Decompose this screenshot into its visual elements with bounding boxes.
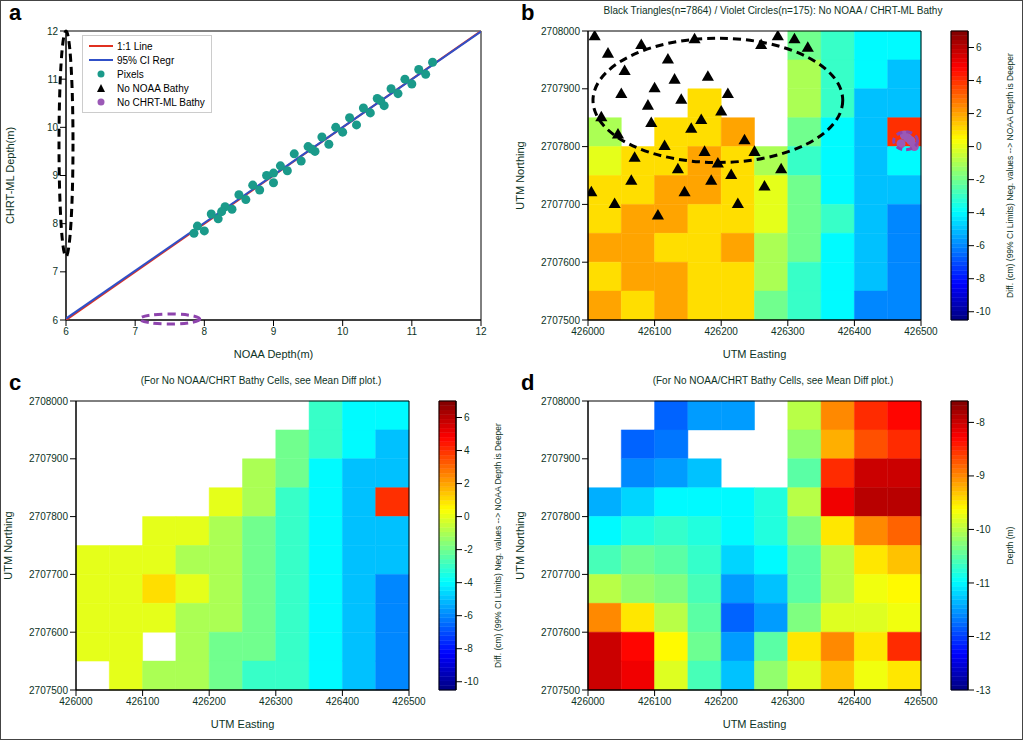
svg-text:12: 12 xyxy=(475,326,487,337)
svg-text:NOAA Depth(m): NOAA Depth(m) xyxy=(234,348,313,360)
svg-text:11: 11 xyxy=(48,74,59,85)
svg-text:2707800: 2707800 xyxy=(29,511,68,522)
html-text:Black Triangles(n=7864) / Viol: Black Triangles(n=7864) / Violet Circles… xyxy=(603,5,943,16)
svg-text:8: 8 xyxy=(52,218,58,229)
html-text:No CHRT-ML Bathy: No CHRT-ML Bathy xyxy=(117,96,205,108)
html-text:c: c xyxy=(9,370,22,395)
html-text:a: a xyxy=(9,0,22,25)
svg-text:-10: -10 xyxy=(976,306,991,317)
svg-text:UTM Northing: UTM Northing xyxy=(514,511,526,579)
svg-text:426300: 426300 xyxy=(771,326,805,337)
svg-text:2707600: 2707600 xyxy=(541,627,580,638)
svg-text:12: 12 xyxy=(47,26,59,37)
svg-text:6: 6 xyxy=(52,315,58,326)
svg-text:2707500: 2707500 xyxy=(541,685,580,696)
svg-text:0: 0 xyxy=(976,141,982,152)
svg-text:Diff. (cm) (99% CI Limits) Ne: Diff. (cm) (99% CI Limits) Neg. values -… xyxy=(1005,53,1015,298)
svg-text:2: 2 xyxy=(464,478,470,489)
html-text:No NOAA Bathy: No NOAA Bathy xyxy=(117,82,189,94)
svg-text:2707500: 2707500 xyxy=(541,315,580,326)
svg-text:2707900: 2707900 xyxy=(541,83,580,94)
html-text:95% CI Regr: 95% CI Regr xyxy=(117,54,175,66)
svg-text:2707800: 2707800 xyxy=(541,511,580,522)
svg-text:426100: 426100 xyxy=(638,696,672,707)
svg-text:2708000: 2708000 xyxy=(29,396,68,407)
svg-text:7: 7 xyxy=(52,266,58,277)
svg-text:-6: -6 xyxy=(464,610,473,621)
svg-text:426500: 426500 xyxy=(904,696,938,707)
svg-text:426300: 426300 xyxy=(771,696,805,707)
svg-text:2: 2 xyxy=(976,108,982,119)
svg-text:9: 9 xyxy=(271,326,277,337)
svg-text:-4: -4 xyxy=(464,577,473,588)
svg-text:UTM Easting: UTM Easting xyxy=(211,718,275,730)
svg-text:-11: -11 xyxy=(976,578,990,589)
svg-text:-8: -8 xyxy=(976,417,985,428)
svg-text:2707500: 2707500 xyxy=(29,685,68,696)
svg-text:UTM Northing: UTM Northing xyxy=(2,511,14,579)
svg-text:426400: 426400 xyxy=(838,326,872,337)
svg-text:-9: -9 xyxy=(976,470,985,481)
svg-text:10: 10 xyxy=(337,326,349,337)
svg-text:2708000: 2708000 xyxy=(541,26,580,37)
svg-text:UTM Northing: UTM Northing xyxy=(514,141,526,209)
svg-text:UTM Easting: UTM Easting xyxy=(723,718,787,730)
svg-text:426400: 426400 xyxy=(326,696,360,707)
svg-text:426000: 426000 xyxy=(571,696,605,707)
svg-text:8: 8 xyxy=(202,326,208,337)
svg-text:-8: -8 xyxy=(464,643,473,654)
svg-text:426000: 426000 xyxy=(59,696,93,707)
svg-text:6: 6 xyxy=(464,412,470,423)
svg-text:2708000: 2708000 xyxy=(541,396,580,407)
svg-text:11: 11 xyxy=(407,326,418,337)
svg-text:2707600: 2707600 xyxy=(29,627,68,638)
svg-text:-12: -12 xyxy=(976,631,991,642)
svg-text:-4: -4 xyxy=(976,207,985,218)
svg-text:426500: 426500 xyxy=(392,696,426,707)
svg-text:-13: -13 xyxy=(976,685,991,696)
svg-text:2707700: 2707700 xyxy=(541,199,580,210)
svg-text:2707800: 2707800 xyxy=(541,141,580,152)
svg-text:426300: 426300 xyxy=(259,696,293,707)
svg-text:426100: 426100 xyxy=(126,696,160,707)
svg-text:0: 0 xyxy=(464,511,470,522)
html-text:(For No NOAA/CHRT Bathy Cells,: (For No NOAA/CHRT Bathy Cells, see Mean … xyxy=(140,375,382,386)
svg-text:426500: 426500 xyxy=(904,326,938,337)
svg-text:2707900: 2707900 xyxy=(541,453,580,464)
svg-text:-10: -10 xyxy=(464,676,479,687)
svg-text:2707600: 2707600 xyxy=(541,257,580,268)
svg-text:426400: 426400 xyxy=(838,696,872,707)
svg-text:CHRT-ML Depth(m): CHRT-ML Depth(m) xyxy=(4,127,16,224)
svg-text:Diff. (cm) (99% CI Limits) Ne: Diff. (cm) (99% CI Limits) Neg. values -… xyxy=(493,423,503,668)
html-text:(For No NOAA/CHRT Bathy Cells,: (For No NOAA/CHRT Bathy Cells, see Mean … xyxy=(652,375,894,386)
html-text:d: d xyxy=(521,370,535,395)
svg-text:426000: 426000 xyxy=(571,326,605,337)
svg-text:6: 6 xyxy=(63,326,69,337)
svg-text:6: 6 xyxy=(976,42,982,53)
svg-text:-2: -2 xyxy=(464,544,473,555)
html-text:1:1 Line: 1:1 Line xyxy=(117,40,153,52)
svg-text:UTM Easting: UTM Easting xyxy=(723,348,787,360)
svg-text:-6: -6 xyxy=(976,240,985,251)
svg-text:-10: -10 xyxy=(976,524,991,535)
html-text:b: b xyxy=(521,0,535,25)
svg-text:-8: -8 xyxy=(976,273,985,284)
svg-text:2707700: 2707700 xyxy=(541,569,580,580)
svg-text:4: 4 xyxy=(464,445,470,456)
svg-text:9: 9 xyxy=(52,170,58,181)
svg-text:4: 4 xyxy=(976,75,982,86)
svg-text:7: 7 xyxy=(132,326,138,337)
svg-text:10: 10 xyxy=(47,122,59,133)
svg-text:2707700: 2707700 xyxy=(29,569,68,580)
svg-text:2707900: 2707900 xyxy=(29,453,68,464)
svg-text:426200: 426200 xyxy=(705,696,739,707)
svg-text:426100: 426100 xyxy=(638,326,672,337)
svg-text:426200: 426200 xyxy=(193,696,227,707)
svg-text:426200: 426200 xyxy=(705,326,739,337)
svg-text:Depth (m): Depth (m) xyxy=(1005,526,1015,564)
svg-text:-2: -2 xyxy=(976,174,985,185)
html-text:Pixels: Pixels xyxy=(117,68,144,80)
